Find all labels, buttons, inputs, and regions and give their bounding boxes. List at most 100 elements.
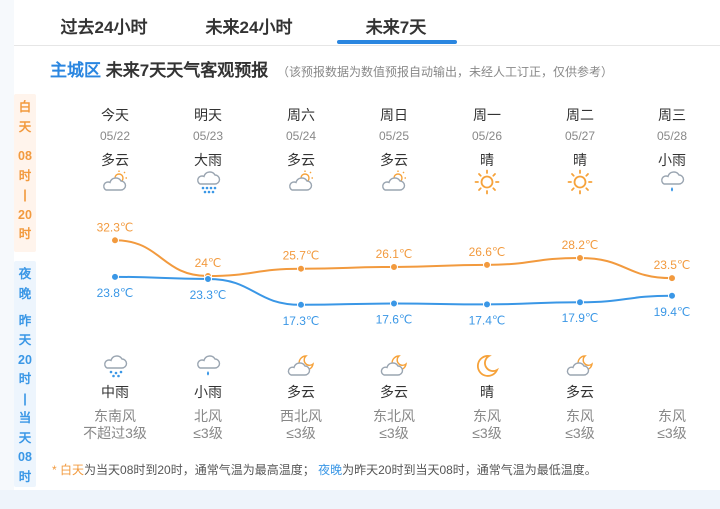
night-weather: 多云 [287,384,315,400]
night-char: 天 [18,430,32,445]
night-temperature-point [390,299,398,308]
night-temperature-point [576,298,584,307]
day-name: 周六 [287,107,315,123]
night-weather: 晴 [480,384,494,400]
night-weather: 小雨 [194,384,222,400]
left-gutter [0,0,14,490]
day-date: 05/28 [656,129,688,143]
day-temperature-point [297,264,305,273]
night-temperature-label: 23.8℃ [97,286,134,300]
day-char: 时 [18,168,32,183]
day-temperature-point [576,253,584,262]
tab-next-7-days[interactable]: 未来7天 [365,18,427,37]
night-temperature-point [204,275,212,284]
day-temperature-label: 24℃ [195,256,222,270]
night-temperature-point [111,272,119,281]
day-name: 明天 [194,107,222,123]
night-char: 天 [18,333,32,347]
day-temperature-point [668,274,676,283]
wind-level: ≤3级 [472,425,502,441]
day-date: 05/22 [99,129,131,143]
night-temperature-point [668,291,676,300]
day-temperature-label: 26.6℃ [469,245,506,259]
night-temperature-label: 17.6℃ [376,313,413,327]
footnote-night-term: 夜晚 [318,463,343,477]
night-period-label: 夜晚昨天 20 时 | 当天 08 时 [14,261,36,487]
day-char: 白 [18,100,32,114]
tab-next-24h[interactable]: 未来24小时 [205,18,293,37]
day-name: 今天 [101,107,129,123]
night-char: 当 [18,411,32,425]
wind-direction: 北风 [194,408,222,424]
wind-level: ≤3级 [193,425,223,441]
light-rain-icon [193,353,223,379]
footnote-bullet: * [52,463,61,477]
night-char: 晚 [18,286,32,301]
day-period-label: 白天 08 时 | 20 时 [14,94,36,252]
day-weather: 小雨 [658,152,686,168]
day-weather: 大雨 [194,152,222,168]
active-tab-indicator [337,40,457,44]
night-temperature-label: 17.4℃ [469,313,506,327]
night-temperature-label: 17.3℃ [283,314,320,328]
day-char: 天 [18,119,32,134]
night-char: 昨 [18,313,32,328]
night-temperature-label: 19.4℃ [654,305,691,319]
night-char: 20 [18,352,32,367]
rain-icon [100,353,130,379]
day-char: 时 [18,227,32,241]
partly-cloudy-day-icon [379,169,409,195]
tab-bar: 过去24小时 未来24小时 未来7天 [14,0,720,46]
sun-icon [472,169,502,195]
day-name: 周日 [380,107,408,123]
day-temperature-label: 26.1℃ [376,247,413,261]
partly-cloudy-night-icon [379,353,409,379]
light-rain-icon [657,169,687,195]
partly-cloudy-day-icon [100,169,130,195]
night-temperature-point [297,300,305,309]
footnote-night-text: 为昨天20时到当天08时，通常气温为最低温度。 [342,463,597,477]
day-weather: 多云 [287,152,315,168]
wind-direction: 东风 [473,408,501,424]
day-temperature-point [111,236,119,245]
day-name: 周二 [566,107,594,123]
wind-level: ≤3级 [565,425,595,441]
sun-icon [565,169,595,195]
day-name: 周一 [473,107,501,123]
partly-cloudy-night-icon [286,353,316,379]
day-char: 08 [18,149,32,163]
wind-direction: 西北风 [280,408,322,424]
night-weather: 中雨 [101,384,129,400]
night-char: 夜 [18,267,32,281]
wind-direction: 东风 [566,408,594,424]
footnote: * 白天为当天08时到20时，通常气温为最高温度； 夜晚为昨天20时到当天08时… [52,461,597,478]
forecast-note: （该预报数据为数值预报自动输出，未经人工订正，仅供参考） [276,65,613,79]
night-char: 08 [18,450,32,464]
day-temperature-label: 32.3℃ [97,220,134,234]
partly-cloudy-night-icon [565,353,595,379]
bottom-strip [0,490,720,509]
day-weather: 多云 [380,152,408,168]
day-weather: 晴 [480,152,494,168]
wind-level: 不超过3级 [83,425,147,441]
night-char: 时 [18,469,32,484]
footnote-day-term: 白天 [60,463,85,477]
tab-past-24h[interactable]: 过去24小时 [60,18,148,37]
night-weather: 多云 [566,384,594,400]
moon-icon [472,353,502,379]
day-name: 周三 [658,107,686,123]
page-title: 主城区 未来7天天气客观预报 （该预报数据为数值预报自动输出，未经人工订正，仅供… [50,56,613,81]
wind-level: ≤3级 [286,425,316,441]
wind-direction: 东南风 [94,408,136,424]
day-date: 05/27 [564,129,596,143]
night-temperature-point [483,300,491,309]
night-char: 时 [18,372,32,386]
night-temperature-label: 23.3℃ [190,288,227,302]
night-temperature-label: 17.9℃ [562,311,599,325]
day-temperature-point [390,262,398,271]
day-char: 20 [18,207,32,222]
day-weather: 多云 [101,152,129,168]
night-weather: 多云 [380,384,408,400]
district-name: 主城区 [50,61,101,80]
